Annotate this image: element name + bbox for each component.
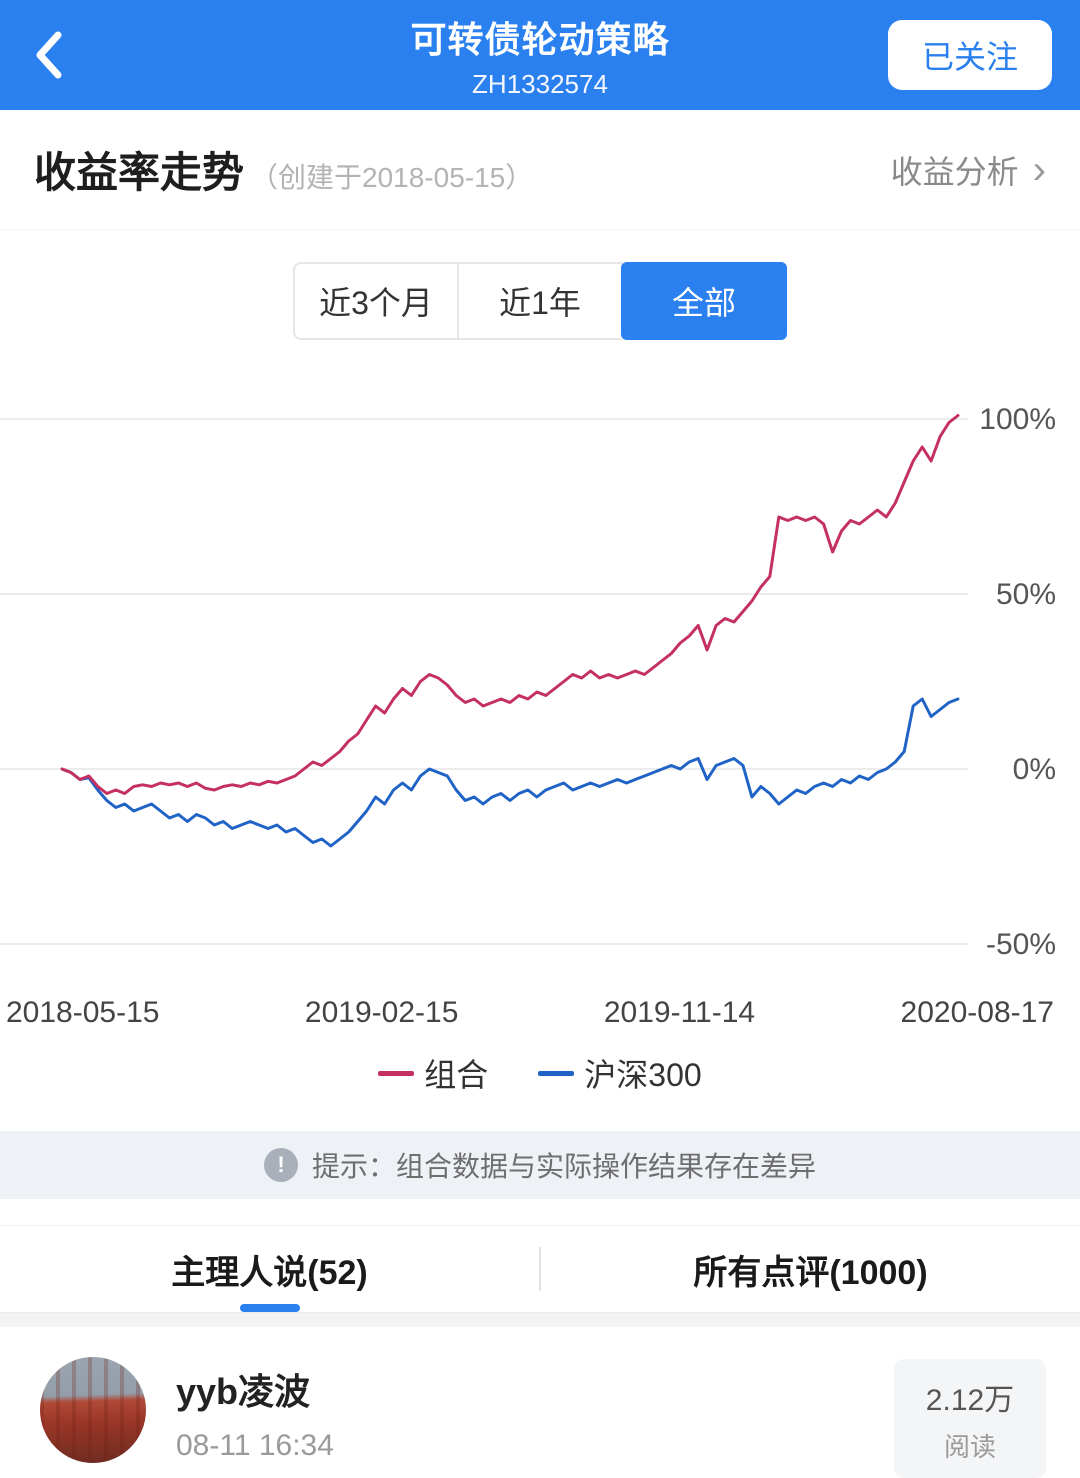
range-tab-3m[interactable]: 近3个月	[293, 262, 459, 340]
back-chevron-icon	[36, 31, 62, 79]
chevron-right-icon: ›	[1032, 147, 1046, 192]
post-time: 08-11 16:34	[176, 1429, 334, 1462]
section-separator	[0, 1313, 1080, 1327]
follow-button[interactable]: 已关注	[887, 20, 1052, 90]
y-tick-100: 100%	[979, 403, 1056, 436]
x-axis: 2018-05-15 2019-02-15 2019-11-14 2020-08…	[0, 989, 1080, 1035]
y-tick-neg50: -50%	[986, 928, 1056, 961]
read-count: 2.12万	[925, 1384, 1015, 1417]
legend-dash-hs300	[538, 1070, 575, 1076]
analysis-link[interactable]: 收益分析 ›	[891, 147, 1046, 193]
chart-legend: 组合 沪深300	[0, 1041, 1080, 1105]
comment-tabs: 主理人说(52) 所有点评(1000)	[0, 1225, 1080, 1313]
read-count-badge: 2.12万 阅读	[894, 1359, 1046, 1478]
back-button[interactable]	[28, 15, 88, 95]
notice-bar: ! 提示：组合数据与实际操作结果存在差异	[0, 1131, 1080, 1199]
range-tab-1y[interactable]: 近1年	[457, 262, 623, 340]
x-tick-3: 2020-08-17	[900, 996, 1054, 1029]
range-tabs: 近3个月 近1年 全部	[0, 262, 1080, 340]
y-tick-50: 50%	[996, 578, 1056, 611]
trend-section-header: 收益率走势 （创建于2018-05-15） 收益分析 ›	[0, 110, 1080, 230]
post-item[interactable]: yyb凌波 08-11 16:34 2.12万 阅读	[0, 1327, 1080, 1478]
legend-item-hs300: 沪深300	[538, 1050, 702, 1096]
created-date: （创建于2018-05-15）	[250, 162, 534, 193]
returns-chart[interactable]: 100% 50% 0% -50% 2018-05-15 2019-02-15 2…	[0, 384, 1080, 1105]
legend-label-hs300: 沪深300	[584, 1057, 702, 1093]
page-title: 可转债轮动策略	[410, 18, 670, 60]
legend-item-portfolio: 组合	[378, 1050, 488, 1096]
strategy-code: ZH1332574	[472, 68, 608, 99]
legend-dash-portfolio	[378, 1070, 415, 1076]
notice-text: 提示：组合数据与实际操作结果存在差异	[311, 1151, 816, 1182]
tab-divider	[539, 1247, 541, 1291]
x-tick-2: 2019-11-14	[603, 996, 756, 1029]
avatar[interactable]	[40, 1357, 146, 1463]
y-tick-0: 0%	[1013, 753, 1056, 786]
app-header: 可转债轮动策略 ZH1332574 已关注	[0, 0, 1080, 110]
series-line-portfolio	[60, 414, 960, 795]
x-tick-0: 2018-05-15	[6, 996, 160, 1029]
active-tab-underline	[239, 1304, 300, 1312]
section-title: 收益率走势	[34, 149, 245, 196]
author-name: yyb凌波	[176, 1371, 311, 1412]
trend-title-wrap: 收益率走势 （创建于2018-05-15）	[34, 139, 533, 200]
info-icon: !	[263, 1148, 298, 1182]
read-count-label: 阅读	[943, 1432, 996, 1462]
tab-manager-says-label: 主理人说(52)	[171, 1253, 368, 1292]
tab-all-comments-label: 所有点评(1000)	[693, 1253, 928, 1292]
series-line-hs300	[60, 697, 960, 848]
chart-canvas: 100% 50% 0% -50%	[0, 403, 1056, 961]
tab-all-comments[interactable]: 所有点评(1000)	[541, 1226, 1080, 1312]
analysis-link-label: 收益分析	[890, 153, 1019, 190]
legend-label-portfolio: 组合	[424, 1057, 489, 1093]
tab-manager-says[interactable]: 主理人说(52)	[0, 1226, 539, 1312]
range-tab-all[interactable]: 全部	[621, 262, 787, 340]
post-meta: yyb凌波 08-11 16:34	[176, 1357, 894, 1463]
x-tick-1: 2019-02-15	[304, 996, 459, 1029]
